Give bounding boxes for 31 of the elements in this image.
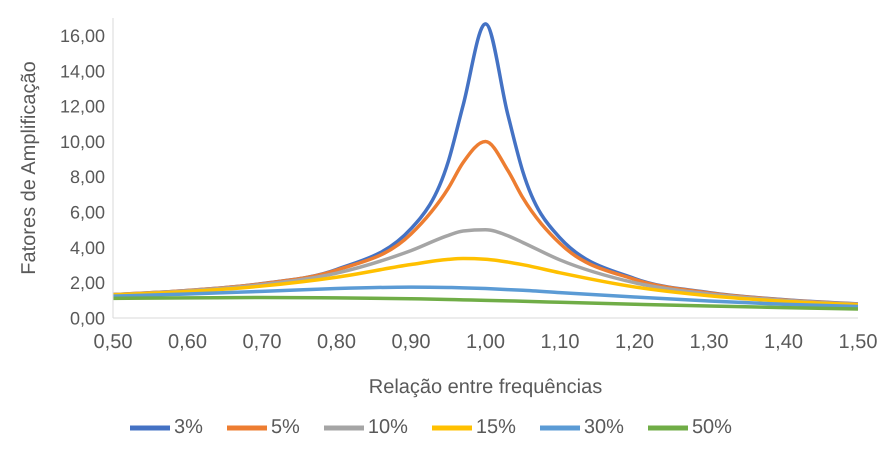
y-tick-label: 14,00	[60, 61, 105, 82]
line-series	[113, 285, 858, 308]
x-tick-label: 0,70	[242, 331, 282, 354]
x-tick-label: 1,00	[466, 331, 505, 354]
x-tick-label: 0,80	[317, 331, 356, 354]
x-tick-label: 1,30	[690, 331, 728, 354]
x-tick-label: 1,10	[540, 331, 580, 354]
y-tick-label: 2,00	[70, 273, 105, 294]
y-tick-label: 8,00	[70, 167, 105, 188]
x-tick-label: 1,20	[615, 331, 654, 354]
x-tick-label: 0,90	[392, 331, 430, 354]
y-tick-label: 6,00	[70, 202, 105, 223]
y-tick-label: 12,00	[60, 96, 105, 117]
legend-label: 50%	[692, 416, 732, 438]
legend-label: 10%	[368, 416, 408, 438]
line-series	[113, 296, 858, 311]
y-tick-label: 16,00	[60, 26, 105, 46]
line-series	[113, 256, 858, 307]
y-tick-label: 0,00	[70, 308, 105, 328]
x-tick-label: 0,50	[94, 331, 132, 354]
y-axis-title: Fatores de Amplificação	[18, 61, 40, 275]
legend-label: 5%	[270, 416, 300, 438]
x-tick-label: 1,50	[838, 331, 878, 354]
y-tick-label: 10,00	[60, 132, 105, 152]
x-tick-label: 1,40	[764, 331, 803, 354]
legend-label: 15%	[476, 416, 516, 438]
y-tick-label: 4,00	[70, 238, 105, 258]
x-tick-label: 0,60	[168, 331, 207, 354]
legend-label: 3%	[174, 416, 203, 438]
x-axis-title: Relação entre frequências	[368, 376, 602, 398]
legend-label: 30%	[584, 416, 624, 438]
